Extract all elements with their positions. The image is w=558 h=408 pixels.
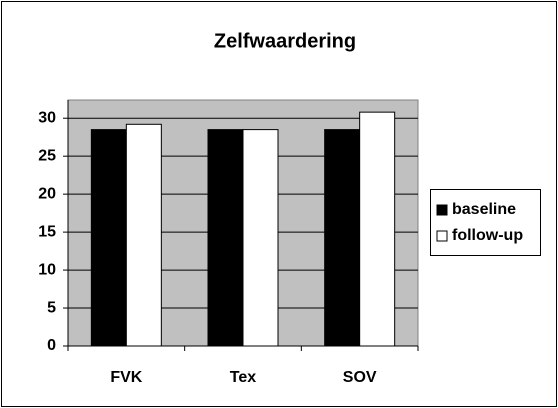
bar xyxy=(324,129,361,347)
y-tick-label: 10 xyxy=(38,261,56,278)
x-tick-label: Tex xyxy=(230,369,256,386)
y-tick-label: 30 xyxy=(38,109,56,126)
y-tick-label: 20 xyxy=(38,185,56,202)
bar xyxy=(207,129,244,347)
y-tick-label: 25 xyxy=(38,147,56,164)
bar xyxy=(242,129,279,347)
legend-swatch xyxy=(436,204,448,216)
x-tick-label: SOV xyxy=(343,369,377,386)
legend-swatch xyxy=(436,230,448,242)
legend-label: follow-up xyxy=(452,227,523,244)
bar xyxy=(90,129,127,347)
y-tick-label: 15 xyxy=(38,223,56,240)
legend-label: baseline xyxy=(452,201,516,218)
chart-title: Zelfwaardering xyxy=(214,30,356,52)
legend-box xyxy=(430,189,541,256)
y-tick-label: 5 xyxy=(47,299,56,316)
x-tick-label: FVK xyxy=(110,369,142,386)
bar xyxy=(125,123,162,347)
y-tick-label: 0 xyxy=(47,337,56,354)
bar xyxy=(359,111,396,347)
